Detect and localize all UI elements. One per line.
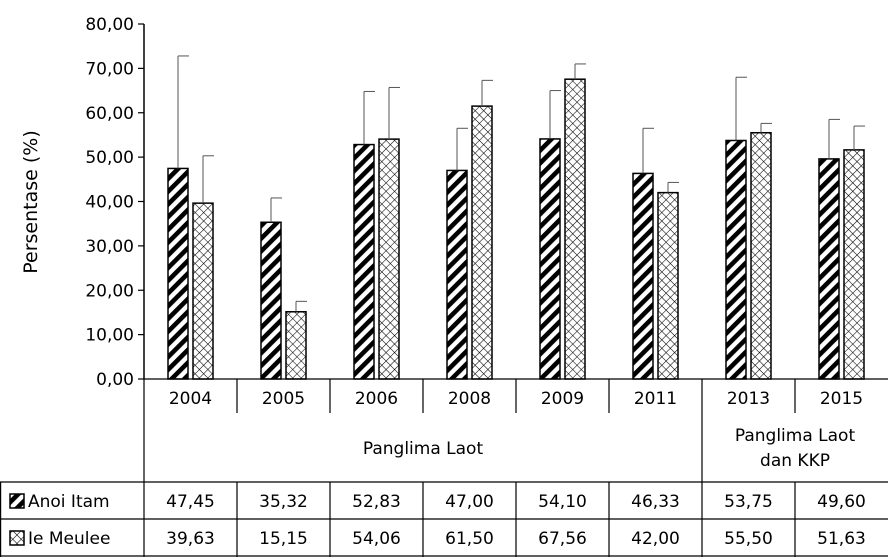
y-tick-label: 0,00: [96, 370, 134, 390]
group-label: Panglima Laot: [363, 439, 484, 459]
x-tick-label: 2011: [634, 389, 677, 409]
y-tick-label: 20,00: [85, 281, 134, 301]
table-cell-value: 47,00: [445, 492, 494, 512]
bar-ie-meulee: [378, 138, 400, 380]
table-cell-value: 51,63: [817, 529, 866, 549]
table-cell-value: 54,06: [352, 529, 401, 549]
x-tick-label: 2009: [541, 389, 584, 409]
table-cell-value: 67,56: [538, 529, 587, 549]
table-cell-value: 53,75: [724, 492, 773, 512]
table-cell-value: 61,50: [445, 529, 494, 549]
table-cell-value: 55,50: [724, 529, 773, 549]
bar-ie-meulee: [192, 202, 214, 380]
legend-key-ie-meulee: [9, 530, 25, 546]
y-axis-label: Persentase (%): [20, 130, 42, 274]
y-tick-label: 60,00: [85, 104, 134, 124]
table-cell-value: 42,00: [631, 529, 680, 549]
table-cell-value: 49,60: [817, 492, 866, 512]
bar-ie-meulee: [750, 131, 772, 380]
table-cell-value: 15,15: [259, 529, 308, 549]
x-tick-label: 2005: [262, 389, 305, 409]
bar-ie-meulee: [843, 149, 865, 380]
bar-anoi-itam: [446, 169, 468, 380]
bar-anoi-itam: [353, 143, 375, 380]
table-cell-value: 46,33: [631, 492, 680, 512]
x-tick-label: 2008: [448, 389, 491, 409]
bar-anoi-itam: [260, 221, 282, 380]
legend-label: Ie Meulee: [28, 529, 110, 549]
y-tick-label: 30,00: [85, 237, 134, 257]
table-cell-value: 54,10: [538, 492, 587, 512]
x-tick-label: 2004: [169, 389, 212, 409]
bar-anoi-itam: [725, 139, 747, 380]
x-tick-label: 2006: [355, 389, 398, 409]
bar-ie-meulee: [657, 191, 679, 380]
y-tick-label: 40,00: [85, 193, 134, 213]
bar-anoi-itam: [167, 167, 189, 380]
bar-ie-meulee: [471, 105, 493, 380]
x-tick-label: 2013: [727, 389, 770, 409]
bar-anoi-itam: [539, 138, 561, 380]
y-tick-label: 80,00: [85, 15, 134, 35]
bar-anoi-itam: [818, 158, 840, 380]
table-cell-value: 47,45: [166, 492, 215, 512]
y-tick-label: 10,00: [85, 326, 134, 346]
table-cell-value: 52,83: [352, 492, 401, 512]
group-label: dan KKP: [760, 451, 830, 471]
group-label: Panglima Laot: [735, 426, 856, 446]
legend-key-anoi-itam: [9, 493, 25, 509]
x-tick-label: 2015: [820, 389, 863, 409]
y-tick-label: 70,00: [85, 59, 134, 79]
table-cell-value: 39,63: [166, 529, 215, 549]
y-tick-label: 50,00: [85, 148, 134, 168]
table-cell-value: 35,32: [259, 492, 308, 512]
bar-anoi-itam: [632, 172, 654, 380]
legend-label: Anoi Itam: [28, 492, 110, 512]
bar-ie-meulee: [285, 311, 307, 380]
bar-ie-meulee: [564, 78, 586, 380]
